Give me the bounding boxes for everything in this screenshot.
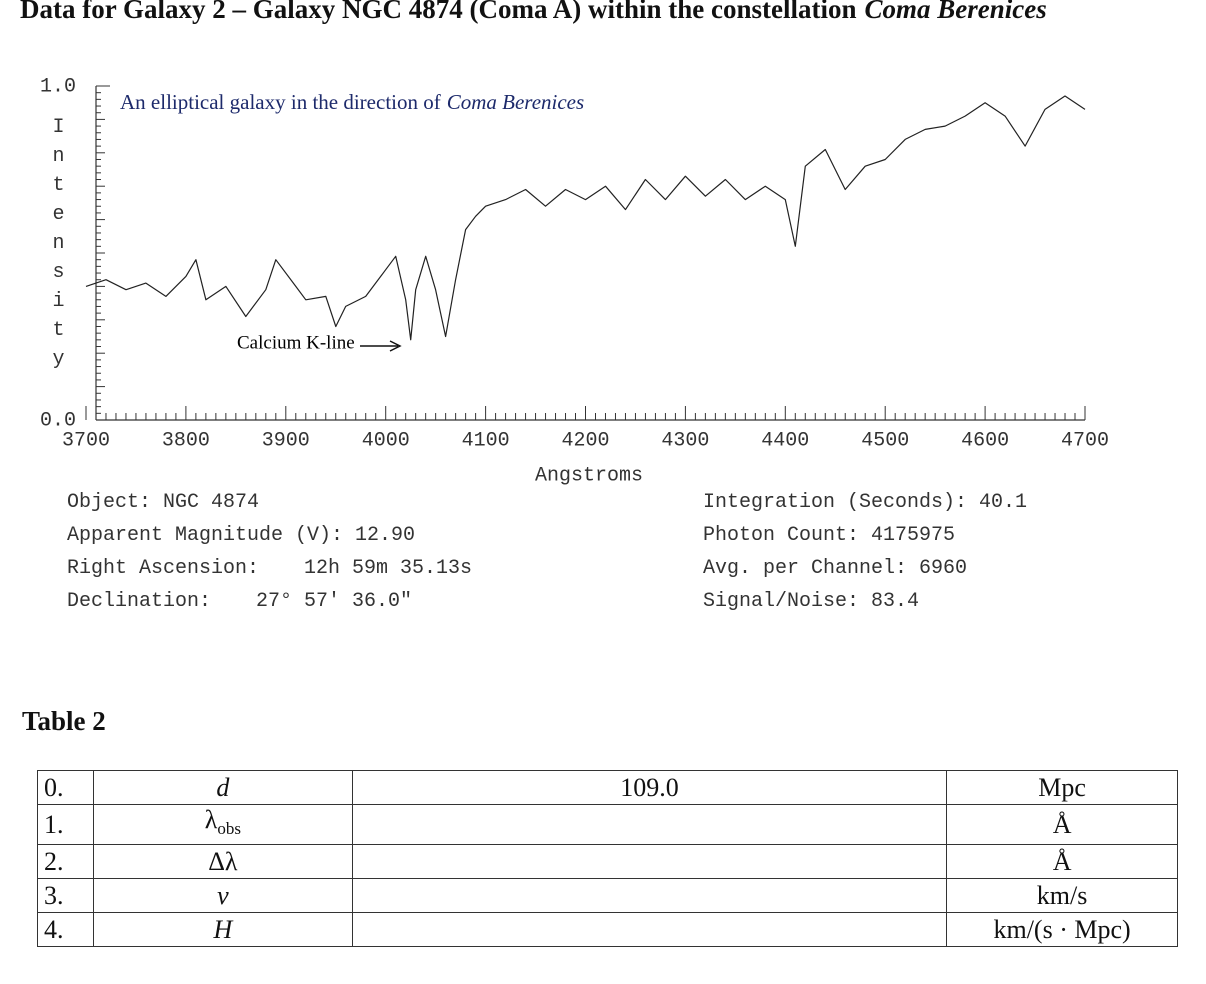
row-unit: Å (946, 803, 1178, 846)
info-label: Right Ascension: (67, 557, 260, 580)
row-symbol: H (92, 912, 353, 948)
symbol: H (213, 914, 233, 944)
row-number: 0. (37, 770, 94, 805)
x-tick-label: 4500 (861, 429, 909, 452)
y-tick-label: 0.0 (40, 409, 76, 432)
symbol: Δλ (208, 846, 238, 876)
info-value: NGC 4874 (163, 491, 260, 514)
info-row: Integration (Seconds): 40.1 (703, 486, 1027, 519)
x-tick-label: 4200 (561, 429, 609, 452)
table-row: 2. Δλ Å (37, 844, 1178, 880)
x-tick-label: 3700 (62, 429, 110, 452)
annotation: Calcium K-line (237, 332, 355, 353)
row-number: 4. (37, 912, 94, 948)
info-label: Object: (67, 491, 152, 514)
row-value (351, 912, 948, 948)
y-axis-label: Intensity (47, 116, 70, 377)
row-number: 2. (37, 844, 94, 880)
info-label: Signal/Noise: (703, 590, 860, 613)
info-row: Declination: 27° 57' 36.0" (67, 585, 472, 618)
table-row: 0. d 109.0 Mpc (37, 770, 1178, 805)
table-row: 3. v km/s (37, 878, 1178, 914)
title-italic: Coma Berenices (864, 0, 1047, 24)
row-value: 109.0 (351, 770, 948, 805)
x-tick-label: 3900 (262, 429, 310, 452)
row-symbol: v (92, 878, 353, 914)
subtitle-text: An elliptical galaxy in the direction of (120, 90, 441, 114)
value: 109.0 (620, 772, 679, 802)
subtitle: An elliptical galaxy in the direction of… (120, 90, 584, 114)
x-tick-label: 3800 (162, 429, 210, 452)
row-value (351, 878, 948, 914)
table-row: 1. λobs Å (37, 803, 1178, 846)
row-unit: km/(s · Mpc) (946, 912, 1178, 948)
info-label: Apparent Magnitude (V): (67, 524, 344, 547)
info-label: Avg. per Channel: (703, 557, 908, 580)
info-value: 12.90 (355, 524, 416, 547)
row-unit: km/s (946, 878, 1178, 914)
subtitle-italic: Coma Berenices (447, 90, 584, 114)
info-row: Apparent Magnitude (V): 12.90 (67, 519, 472, 552)
info-value: 12h 59m 35.13s (304, 557, 473, 580)
symbol: d (216, 772, 230, 802)
spectrum-chart: An elliptical galaxy in the direction of… (40, 75, 1109, 487)
y-tick-label: 1.0 (40, 75, 76, 98)
x-tick-label: 4600 (961, 429, 1009, 452)
info-row: Right Ascension: 12h 59m 35.13s (67, 552, 472, 585)
x-axis-label: Angstroms (535, 464, 643, 487)
info-row: Photon Count: 4175975 (703, 519, 1027, 552)
x-tick-label: 4700 (1061, 429, 1109, 452)
info-value: 40.1 (979, 491, 1028, 514)
row-symbol: Δλ (92, 844, 353, 880)
info-row: Object: NGC 4874 (67, 486, 472, 519)
symbol-sub: obs (217, 819, 241, 839)
info-label: Integration (Seconds): (703, 491, 968, 514)
row-number: 1. (37, 803, 94, 846)
x-tick-label: 4000 (362, 429, 410, 452)
info-value: 4175975 (871, 524, 956, 547)
title-text: Data for Galaxy 2 – Galaxy NGC 4874 (Com… (20, 0, 857, 24)
info-label: Declination: (67, 590, 212, 613)
info-right: Integration (Seconds): 40.1 Photon Count: 4… (703, 486, 1027, 618)
row-symbol: λobs (92, 803, 353, 846)
row-number: 3. (37, 878, 94, 914)
info-value: 83.4 (871, 590, 920, 613)
symbol: v (217, 880, 229, 910)
x-tick-label: 4300 (661, 429, 709, 452)
table-title: Table 2 (22, 706, 106, 736)
symbol: λ (204, 805, 218, 834)
x-tick-label: 4400 (761, 429, 809, 452)
x-tick-label: 4100 (462, 429, 510, 452)
row-unit: Å (946, 844, 1178, 880)
spectrum-line (85, 95, 1086, 341)
info-left: Object: NGC 4874 Apparent Magnitude (V): 12… (67, 486, 472, 618)
info-value: 27° 57' 36.0" (256, 590, 413, 613)
info-value: 6960 (919, 557, 968, 580)
page-title: Data for Galaxy 2 – Galaxy NGC 4874 (Com… (20, 0, 1047, 25)
info-row: Signal/Noise: 83.4 (703, 585, 1027, 618)
row-value (351, 803, 948, 846)
info-row: Avg. per Channel: 6960 (703, 552, 1027, 585)
arrow-head (389, 340, 402, 352)
row-symbol: d (92, 770, 353, 805)
row-unit: Mpc (946, 770, 1178, 805)
row-value (351, 844, 948, 880)
info-label: Photon Count: (703, 524, 860, 547)
